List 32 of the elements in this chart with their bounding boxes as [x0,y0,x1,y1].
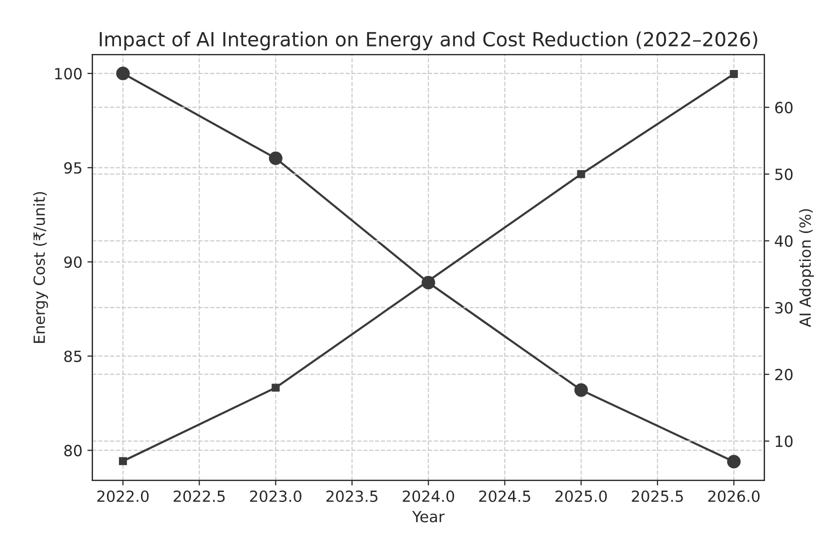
y2-tick-label: 30 [775,302,793,314]
x-tick-label: 2024.0 [402,490,454,502]
x-tick-label: 2023.0 [250,490,302,502]
y-axis-title: Energy Cost (₹/unit) [33,192,48,343]
x-tick-label: 2022.5 [174,490,225,502]
y-tick-label: 100 [55,68,82,80]
x-axis-title: Year [412,511,445,522]
point [727,454,741,468]
y-tick-label: 90 [64,256,82,268]
point [118,457,127,466]
x-tick-label: 2025.0 [556,490,607,502]
y2-tick-label: 60 [775,102,793,114]
y2-axis-title: AI Adoption (%) [799,209,814,328]
y2-tick-label: 40 [774,235,793,247]
point [272,384,280,392]
point [268,151,282,166]
point [116,66,130,80]
y2-tick-label: 20 [775,368,793,380]
y2-tick-label: 50 [775,168,793,180]
point [577,170,586,178]
x-tick-label: 2026.0 [708,490,760,502]
y-tick-label: 80 [64,444,82,456]
y2-tick-label: 10 [776,436,793,448]
x-tick-label: 2024.5 [479,490,530,502]
point [730,70,738,78]
chart-title: Impact of AI Integration on Energy and Cost Reduction (2022–2026) [100,31,758,50]
x-tick-label: 2025.5 [632,490,683,502]
x-tick-label: 2023.5 [326,490,378,502]
y-tick-label: 95 [64,162,82,174]
x-tick-label: 2022.0 [97,490,149,502]
y-tick-label: 85 [64,350,82,362]
point [574,383,588,397]
